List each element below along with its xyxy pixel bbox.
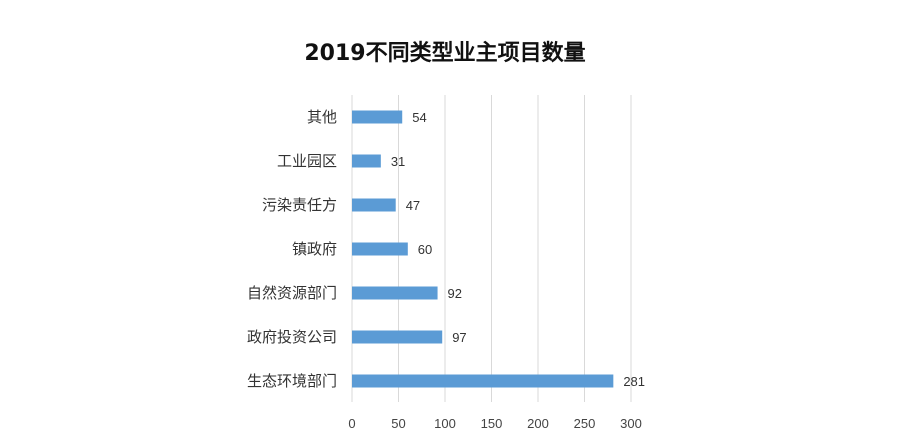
data-label: 92 [448,286,462,301]
x-tick-label: 200 [527,416,549,431]
bar [352,330,443,344]
x-tick-label: 150 [481,416,503,431]
category-label: 镇政府 [292,240,337,258]
data-label: 54 [412,110,426,125]
bar [352,242,408,256]
bar [352,110,403,124]
data-labels: 54 31 47 60 92 97 281 [391,110,645,389]
x-tick-label: 100 [434,416,456,431]
x-tick-label: 50 [391,416,405,431]
x-tick-label: 0 [348,416,355,431]
x-axis-ticks: 0 50 100 150 200 250 300 [348,416,641,431]
category-label: 政府投资公司 [247,328,337,346]
category-label: 污染责任方 [262,196,337,214]
bar [352,154,381,168]
gridlines [351,95,632,402]
category-label: 自然资源部门 [247,284,337,302]
data-label: 31 [391,154,405,169]
category-label: 其他 [307,108,337,126]
category-label: 生态环境部门 [247,372,337,390]
chart-title: 2019不同类型业主项目数量 [304,40,585,66]
category-label: 工业园区 [277,152,337,170]
x-tick-label: 250 [574,416,596,431]
data-label: 60 [418,242,432,257]
bar [352,286,438,300]
bars [352,110,614,388]
data-label: 281 [623,374,645,389]
data-label: 97 [452,330,466,345]
x-tick-label: 300 [620,416,642,431]
data-label: 47 [406,198,420,213]
bar [352,374,614,388]
bar [352,198,396,212]
